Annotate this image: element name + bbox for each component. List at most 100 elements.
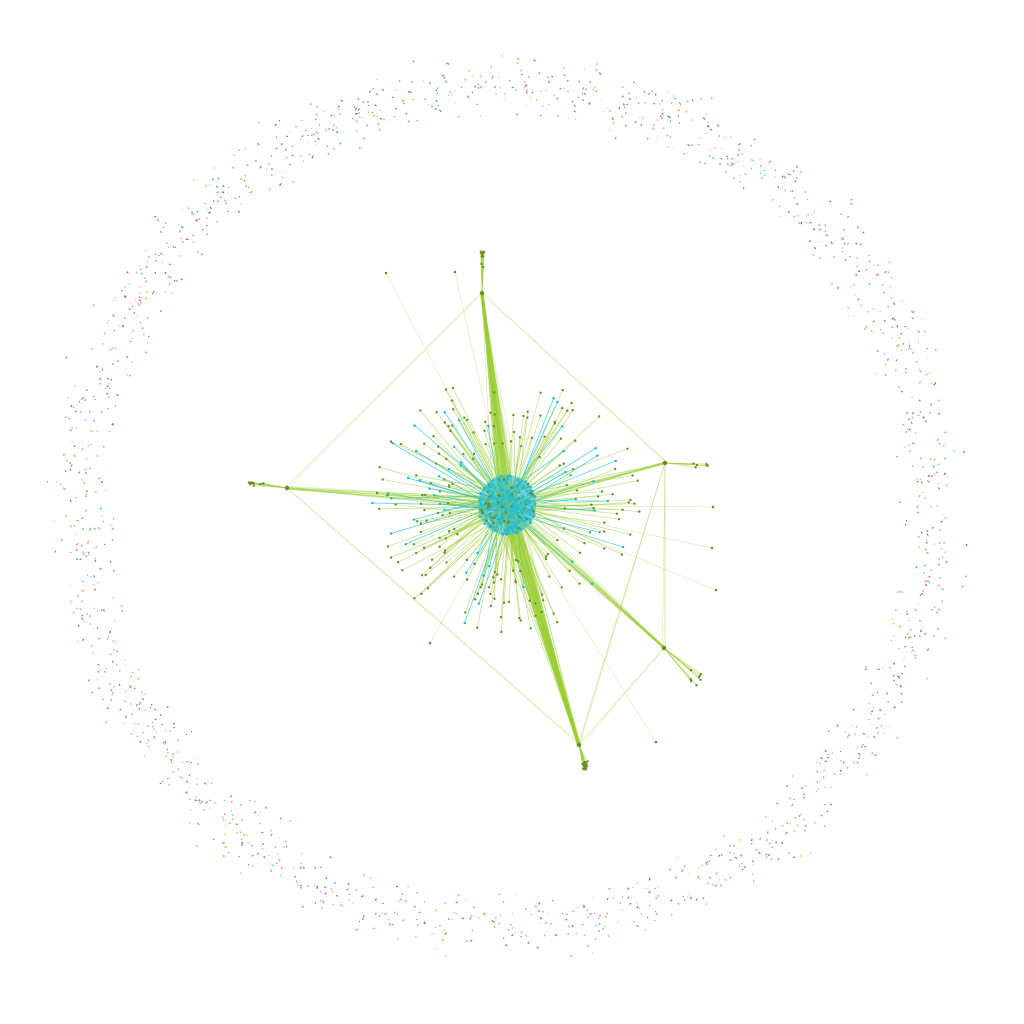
isolated-node-pair	[258, 121, 260, 124]
isolated-node-pair	[831, 282, 833, 285]
isolated-node-pair	[897, 386, 900, 388]
node	[578, 582, 581, 585]
isolated-node-pair	[884, 363, 887, 366]
isolated-node-pair	[893, 706, 896, 709]
node	[560, 425, 564, 428]
hub-edge	[507, 509, 665, 648]
isolated-node-pair	[124, 295, 127, 299]
isolated-node-pair	[216, 221, 218, 223]
isolated-node-pair	[670, 899, 673, 902]
node	[539, 391, 542, 394]
isolated-node-pair	[702, 116, 705, 120]
isolated-node-pair	[96, 627, 99, 630]
isolated-node-pair	[691, 99, 694, 102]
hub-link	[578, 462, 666, 743]
isolated-node-pair	[781, 175, 784, 178]
node	[453, 270, 457, 274]
isolated-node-pair	[89, 467, 92, 470]
fan-edge	[578, 744, 588, 762]
isolated-node-pair	[926, 530, 929, 533]
isolated-node-pair	[81, 580, 84, 583]
isolated-node-pair	[890, 276, 893, 279]
isolated-node-pair	[87, 444, 90, 447]
node	[633, 502, 636, 505]
isolated-node-pair	[150, 703, 153, 706]
isolated-node-pair	[97, 670, 100, 673]
isolated-node-pair	[438, 109, 442, 113]
fan-edge	[578, 744, 583, 765]
isolated-node-pair	[872, 320, 875, 323]
core-node	[532, 513, 536, 517]
isolated-node-pair	[504, 944, 507, 946]
isolated-node-pair	[428, 81, 432, 85]
node	[389, 440, 393, 443]
isolated-node-pair	[112, 362, 114, 365]
isolated-node-pair	[539, 917, 543, 920]
node	[419, 522, 423, 525]
isolated-node-pair	[725, 170, 728, 173]
core-node	[487, 502, 491, 506]
node	[710, 546, 714, 550]
isolated-node-pair	[69, 551, 72, 554]
isolated-node-pair	[844, 258, 847, 262]
node	[562, 462, 565, 465]
node	[449, 429, 452, 433]
isolated-node-pair	[935, 611, 939, 614]
node	[419, 502, 423, 505]
isolated-node-pair	[405, 112, 408, 115]
isolated-node-pair	[355, 107, 358, 110]
hub-edge	[286, 488, 510, 511]
isolated-node-pair	[803, 796, 806, 799]
node	[493, 413, 496, 416]
isolated-node-pair	[897, 343, 900, 347]
isolated-node-pair	[154, 708, 157, 711]
isolated-node-pair	[538, 72, 541, 74]
isolated-node-pair	[244, 174, 247, 177]
isolated-node-pair	[520, 935, 522, 938]
isolated-node-pair	[667, 115, 670, 118]
core-node	[507, 494, 511, 498]
isolated-node-pair	[279, 183, 282, 186]
hub-link	[287, 292, 483, 490]
isolated-node-pair	[629, 902, 632, 905]
node	[518, 436, 522, 439]
isolated-node-pair	[237, 210, 240, 214]
isolated-node-pair	[811, 213, 813, 215]
isolated-node-pair	[299, 866, 302, 869]
isolated-node-pair	[117, 359, 119, 363]
isolated-node-pair	[299, 884, 303, 887]
isolated-node-pair	[137, 303, 141, 306]
isolated-node-pair	[189, 798, 191, 800]
isolated-node-pair	[449, 91, 452, 94]
isolated-node-pair	[77, 640, 79, 643]
isolated-node-pair	[167, 751, 169, 754]
node	[447, 485, 451, 488]
isolated-node-pair	[152, 725, 154, 728]
hub-edge	[504, 506, 665, 648]
isolated-node-pair	[240, 803, 242, 806]
core-node	[507, 515, 511, 519]
isolated-node-pair	[424, 97, 427, 101]
isolated-node-pair	[362, 137, 366, 140]
isolated-node-pair	[916, 478, 918, 480]
core-node	[498, 520, 502, 524]
isolated-node-pair	[934, 348, 937, 351]
core-node	[495, 497, 498, 501]
isolated-node-pair	[69, 499, 72, 502]
node	[415, 474, 418, 477]
core-node	[487, 507, 491, 511]
isolated-node-pair	[893, 634, 895, 637]
isolated-node-pair	[829, 803, 832, 806]
isolated-node-pair	[493, 925, 496, 929]
core-node	[516, 485, 519, 489]
isolated-node-pair	[904, 368, 908, 370]
node	[583, 542, 586, 545]
node	[473, 598, 477, 601]
isolated-node-pair	[152, 728, 155, 731]
isolated-node-pair	[908, 444, 911, 447]
isolated-node-pair	[862, 732, 866, 736]
node	[559, 437, 563, 440]
node	[247, 481, 251, 484]
isolated-node-pair	[270, 833, 273, 837]
